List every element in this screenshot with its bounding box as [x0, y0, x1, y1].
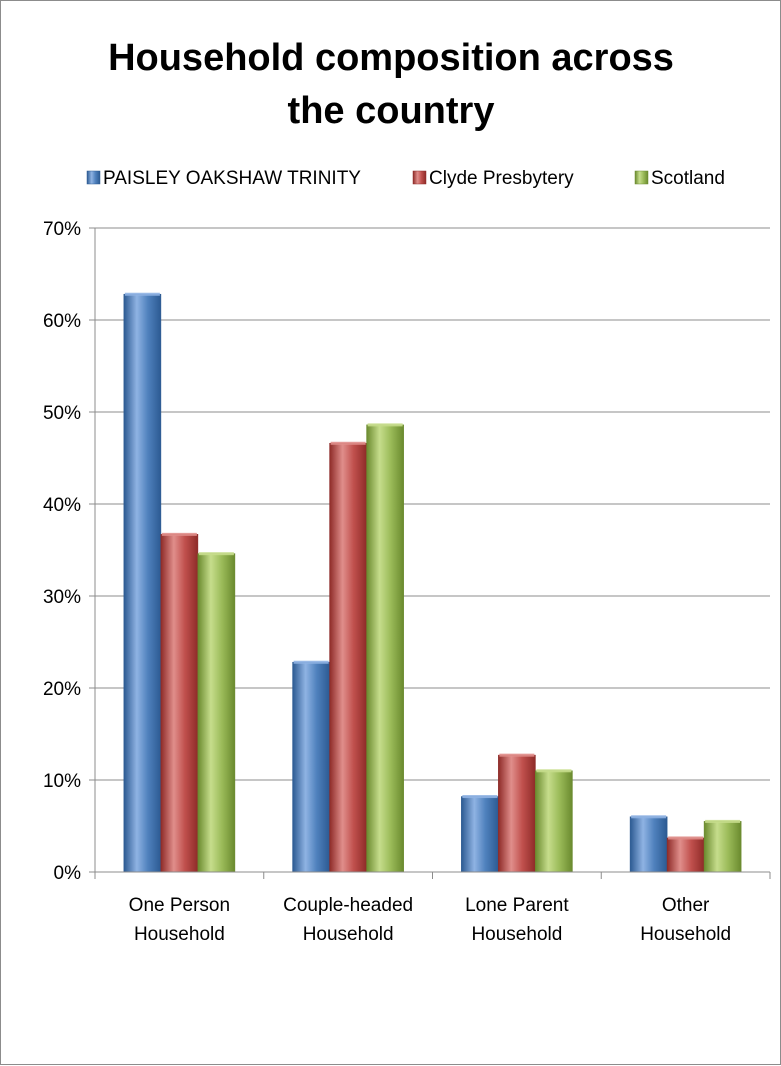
chart-title-line: the country [288, 90, 495, 132]
x-category-label: Lone Parent Household [465, 895, 569, 945]
bar-top [499, 753, 535, 757]
bar-top [124, 292, 160, 296]
legend-swatch [634, 170, 649, 185]
bar [535, 770, 573, 873]
bar-top [293, 660, 329, 664]
bars [123, 292, 742, 873]
y-tick-label: 60% [43, 311, 81, 332]
bar [461, 796, 499, 873]
bar [703, 821, 742, 873]
bar-top [330, 441, 366, 445]
x-category-label-line: Household [303, 924, 394, 945]
x-category-label-line: Household [640, 924, 731, 945]
legend-swatch [86, 170, 101, 185]
x-category-label-line: Couple-headed [283, 895, 413, 916]
y-tick-label: 0% [54, 863, 82, 884]
bar [160, 534, 199, 873]
bar-top [631, 815, 667, 819]
bar [329, 442, 367, 873]
y-tick-label: 20% [43, 679, 81, 700]
x-category-label-line: Household [471, 924, 562, 945]
legend-swatch [412, 170, 427, 185]
bar [123, 293, 162, 873]
legend-item: Clyde Presbytery [412, 168, 574, 189]
bar [292, 661, 330, 873]
x-category-label-line: Lone Parent [465, 895, 569, 916]
x-category-labels: One Person Household Couple-headed Househol… [129, 895, 731, 945]
x-category-label-line: Household [134, 924, 225, 945]
x-category-label-line: Other [662, 895, 710, 916]
bar [498, 754, 536, 873]
x-category-label-line: One Person [129, 895, 230, 916]
legend-label: PAISLEY OAKSHAW TRINITY [103, 168, 361, 189]
x-category-label: Couple-headed Household [283, 895, 413, 945]
chart-title: Household composition across the country [108, 37, 674, 132]
legend: PAISLEY OAKSHAW TRINITY Clyde Presbytery S… [86, 168, 725, 189]
y-tick-label: 40% [43, 495, 81, 516]
legend-item: PAISLEY OAKSHAW TRINITY [86, 168, 361, 189]
y-tick-label: 30% [43, 587, 81, 608]
y-tick-labels: 0% 10% 20% 30% 40% 50% 60% 70% [43, 219, 81, 884]
chart-title-line: Household composition across [108, 37, 674, 79]
axes [89, 227, 771, 879]
bar-top [367, 423, 403, 427]
y-tick-label: 70% [43, 219, 81, 240]
bar [197, 553, 236, 873]
x-category-label: Other Household [640, 895, 731, 945]
bar-top [705, 819, 741, 823]
bar [666, 837, 705, 873]
bar-top [198, 552, 234, 556]
legend-label: Scotland [651, 168, 725, 189]
y-tick-label: 50% [43, 403, 81, 424]
legend-label: Clyde Presbytery [429, 168, 574, 189]
bar-top [668, 836, 704, 840]
bar [629, 816, 668, 873]
bar-top [536, 769, 572, 773]
bar [366, 424, 404, 873]
bar-top [462, 795, 498, 799]
y-tick-label: 10% [43, 771, 81, 792]
bar-top [161, 532, 197, 536]
x-category-label: One Person Household [129, 895, 230, 945]
legend-item: Scotland [634, 168, 725, 189]
